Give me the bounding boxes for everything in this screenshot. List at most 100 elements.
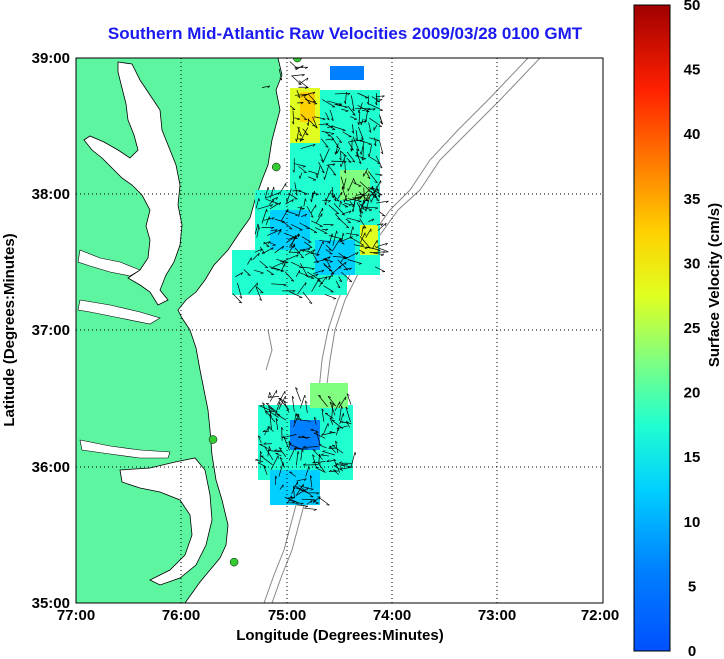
velocity-arrow bbox=[368, 103, 383, 111]
velocity-arrow bbox=[277, 390, 286, 405]
velocity-arrowhead bbox=[279, 457, 283, 460]
velocity-arrowhead bbox=[301, 65, 304, 69]
radar-station-marker bbox=[229, 557, 239, 567]
velocity-arrowhead bbox=[360, 121, 362, 126]
velocity-arrow bbox=[288, 496, 295, 499]
velocity-arrow bbox=[288, 500, 296, 502]
velocity-arrowhead bbox=[291, 121, 295, 125]
velocity-arrow bbox=[370, 188, 383, 196]
velocity-arrowhead bbox=[342, 130, 346, 132]
velocity-arrow bbox=[345, 406, 351, 423]
velocity-arrowhead bbox=[355, 137, 358, 141]
velocity-arrowhead bbox=[327, 200, 331, 203]
velocity-arrowhead bbox=[302, 166, 306, 168]
velocity-arrow bbox=[317, 279, 324, 284]
velocity-arrowhead bbox=[271, 217, 275, 220]
velocity-arrow bbox=[322, 99, 336, 108]
velocity-arrow bbox=[297, 282, 307, 295]
velocity-arrow bbox=[320, 454, 330, 457]
velocity-arrow bbox=[321, 138, 329, 148]
velocity-arrowhead bbox=[265, 410, 269, 413]
velocity-arrow bbox=[335, 440, 339, 454]
velocity-arrow bbox=[264, 427, 269, 436]
velocity-arrow bbox=[264, 186, 269, 199]
velocity-arrow bbox=[333, 465, 343, 472]
velocity-arrowhead bbox=[352, 113, 356, 116]
velocity-arrow bbox=[331, 238, 341, 252]
velocity-arrow bbox=[279, 484, 284, 490]
velocity-arrowhead bbox=[299, 134, 302, 137]
velocity-arrow bbox=[278, 68, 283, 81]
velocity-arrow bbox=[332, 230, 337, 246]
velocity-arrowhead bbox=[310, 496, 314, 498]
velocity-arrow bbox=[283, 232, 298, 239]
velocity-arrowhead bbox=[275, 475, 278, 479]
velocity-arrow bbox=[347, 217, 361, 222]
velocity-arrow bbox=[299, 248, 311, 251]
velocity-arrow bbox=[331, 186, 334, 199]
velocity-arrowhead bbox=[384, 222, 387, 226]
velocity-arrowhead bbox=[336, 426, 340, 429]
velocity-arrowhead bbox=[342, 233, 345, 237]
velocity-arrowhead bbox=[333, 458, 337, 462]
velocity-arrow bbox=[353, 244, 368, 249]
velocity-arrow bbox=[295, 65, 304, 71]
velocity-arrow bbox=[297, 102, 304, 104]
velocity-arrowhead bbox=[268, 446, 271, 450]
velocity-arrowhead bbox=[340, 200, 342, 204]
velocity-arrow bbox=[342, 203, 349, 208]
velocity-arrowhead bbox=[262, 402, 266, 405]
velocity-arrow bbox=[359, 249, 365, 254]
velocity-arrowhead bbox=[281, 261, 285, 265]
velocity-arrow bbox=[347, 259, 362, 264]
velocity-arrow bbox=[237, 282, 243, 299]
velocity-arrow bbox=[298, 165, 307, 173]
velocity-arrow bbox=[344, 159, 346, 174]
velocity-arrow bbox=[361, 205, 373, 211]
velocity-arrowhead bbox=[363, 158, 367, 160]
velocity-arrow bbox=[312, 116, 318, 129]
velocity-arrowhead bbox=[266, 245, 270, 247]
velocity-arrow bbox=[291, 396, 295, 412]
velocity-arrow bbox=[329, 417, 334, 426]
velocity-arrow bbox=[268, 199, 274, 205]
colorbar-tick-label: 0 bbox=[688, 643, 696, 659]
velocity-arrow bbox=[272, 261, 285, 268]
velocity-arrowhead bbox=[261, 251, 265, 254]
velocity-arrowhead bbox=[360, 137, 364, 140]
velocity-arrow bbox=[300, 449, 303, 461]
velocity-arrowhead bbox=[317, 462, 321, 465]
velocity-arrow bbox=[283, 437, 290, 451]
velocity-arrow bbox=[375, 155, 383, 169]
velocity-arrow bbox=[374, 246, 389, 253]
velocity-arrowhead bbox=[305, 274, 309, 278]
velocity-arrowhead bbox=[356, 148, 360, 152]
velocity-arrow bbox=[369, 117, 382, 127]
velocity-arrow bbox=[313, 432, 326, 439]
velocity-arrowhead bbox=[373, 196, 377, 199]
velocity-arrow bbox=[269, 395, 280, 398]
velocity-arrowhead bbox=[292, 290, 296, 293]
velocity-arrow bbox=[360, 140, 365, 155]
velocity-arrow bbox=[267, 426, 274, 432]
velocity-arrow bbox=[267, 446, 270, 457]
velocity-arrow bbox=[317, 208, 324, 218]
velocity-arrow bbox=[276, 413, 287, 421]
velocity-arrowhead bbox=[295, 413, 298, 417]
velocity-arrow bbox=[298, 80, 309, 89]
velocity-arrowhead bbox=[259, 298, 262, 301]
colorbar-tick-label: 30 bbox=[684, 255, 701, 272]
velocity-arrow bbox=[304, 241, 313, 248]
velocity-arrowhead bbox=[340, 420, 344, 423]
velocity-arrowhead bbox=[322, 450, 326, 452]
velocity-arrow bbox=[335, 280, 341, 289]
velocity-arrow bbox=[341, 109, 349, 112]
velocity-arrow bbox=[356, 202, 364, 214]
velocity-arrow bbox=[298, 485, 314, 490]
velocity-arrow bbox=[261, 209, 267, 224]
velocity-arrow bbox=[302, 446, 319, 448]
velocity-arrow bbox=[303, 96, 311, 104]
velocity-arrow bbox=[263, 217, 275, 221]
velocity-arrow bbox=[293, 413, 300, 428]
velocity-arrowhead bbox=[371, 186, 373, 190]
